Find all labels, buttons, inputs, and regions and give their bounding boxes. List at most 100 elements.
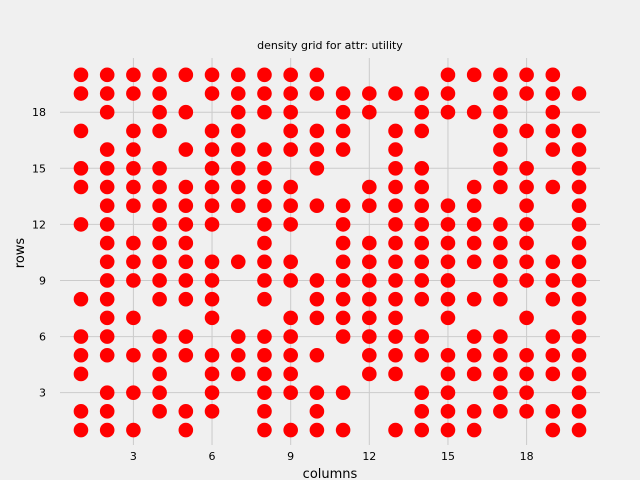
data-point [545, 273, 561, 288]
y-tick-label: 15 [32, 162, 46, 175]
data-point [571, 235, 587, 251]
data-point [493, 86, 508, 101]
data-point [283, 310, 298, 326]
data-point [466, 104, 482, 120]
data-point [152, 86, 167, 101]
data-point [362, 273, 377, 288]
data-point [545, 179, 561, 195]
data-point [388, 198, 403, 213]
data-point [414, 217, 430, 232]
data-point [335, 104, 351, 120]
data-point [362, 198, 377, 213]
data-point [178, 142, 194, 157]
data-point [126, 422, 141, 438]
data-point [204, 254, 220, 270]
data-point [152, 347, 167, 363]
data-point [204, 366, 220, 382]
tick-labels: 3 6 9 12 15 18 3 6 9 12 15 18 [32, 106, 534, 463]
data-point [283, 329, 298, 344]
data-point [388, 179, 403, 195]
data-point [230, 67, 246, 83]
data-point [152, 67, 167, 83]
data-point [466, 179, 482, 195]
data-point [519, 310, 534, 326]
data-point [571, 385, 587, 400]
data-point [152, 366, 167, 382]
x-axis-label: columns [303, 467, 358, 480]
data-point [309, 67, 325, 83]
data-point [571, 366, 587, 382]
data-point [571, 310, 587, 326]
data-point [571, 347, 587, 363]
data-point [99, 142, 115, 157]
data-point [362, 310, 377, 326]
data-point [230, 347, 246, 363]
data-point [440, 366, 456, 382]
data-point [440, 217, 456, 232]
data-point [571, 179, 587, 195]
data-point [545, 347, 561, 363]
data-point [309, 404, 325, 419]
data-point [152, 254, 167, 270]
data-point [388, 142, 403, 157]
data-point [152, 198, 167, 213]
data-point [414, 254, 430, 270]
data-point [440, 235, 456, 251]
data-point [283, 198, 298, 213]
data-point [283, 179, 298, 195]
data-point [204, 404, 220, 419]
data-point [152, 179, 167, 195]
data-point [283, 86, 298, 101]
data-point [440, 254, 456, 270]
y-tick-label: 9 [39, 274, 46, 287]
data-point [414, 273, 430, 288]
data-point [362, 329, 377, 344]
data-point [414, 385, 430, 400]
x-tick-label: 6 [209, 450, 216, 463]
data-point [440, 310, 456, 326]
data-point [362, 179, 377, 195]
data-point [204, 123, 220, 139]
x-tick-label: 18 [520, 450, 534, 463]
data-point [493, 104, 508, 120]
data-point [99, 404, 115, 419]
data-point [126, 198, 141, 213]
data-point [283, 347, 298, 363]
data-point [309, 422, 325, 438]
data-point [309, 123, 325, 139]
data-point [335, 198, 351, 213]
data-point [178, 104, 194, 120]
data-point [257, 179, 272, 195]
data-point [230, 161, 246, 176]
data-point [152, 161, 167, 176]
data-point [388, 329, 403, 344]
data-point [545, 291, 561, 307]
data-point [414, 404, 430, 419]
data-point [571, 291, 587, 307]
data-point [519, 179, 534, 195]
data-point [73, 347, 89, 363]
data-point [493, 385, 508, 400]
data-point [230, 142, 246, 157]
data-point [571, 142, 587, 157]
data-point [126, 179, 141, 195]
data-point [466, 347, 482, 363]
data-point [283, 123, 298, 139]
data-point [257, 217, 272, 232]
data-point [230, 104, 246, 120]
data-point [126, 310, 141, 326]
data-point [519, 161, 534, 176]
data-point [309, 161, 325, 176]
data-point [309, 273, 325, 288]
data-point [204, 273, 220, 288]
data-point [309, 291, 325, 307]
data-point [126, 385, 141, 400]
data-point [73, 86, 89, 101]
data-point [545, 366, 561, 382]
data-point [335, 217, 351, 232]
data-point [309, 385, 325, 400]
data-point [493, 161, 508, 176]
data-point [152, 235, 167, 251]
data-point [257, 142, 272, 157]
data-point [99, 86, 115, 101]
